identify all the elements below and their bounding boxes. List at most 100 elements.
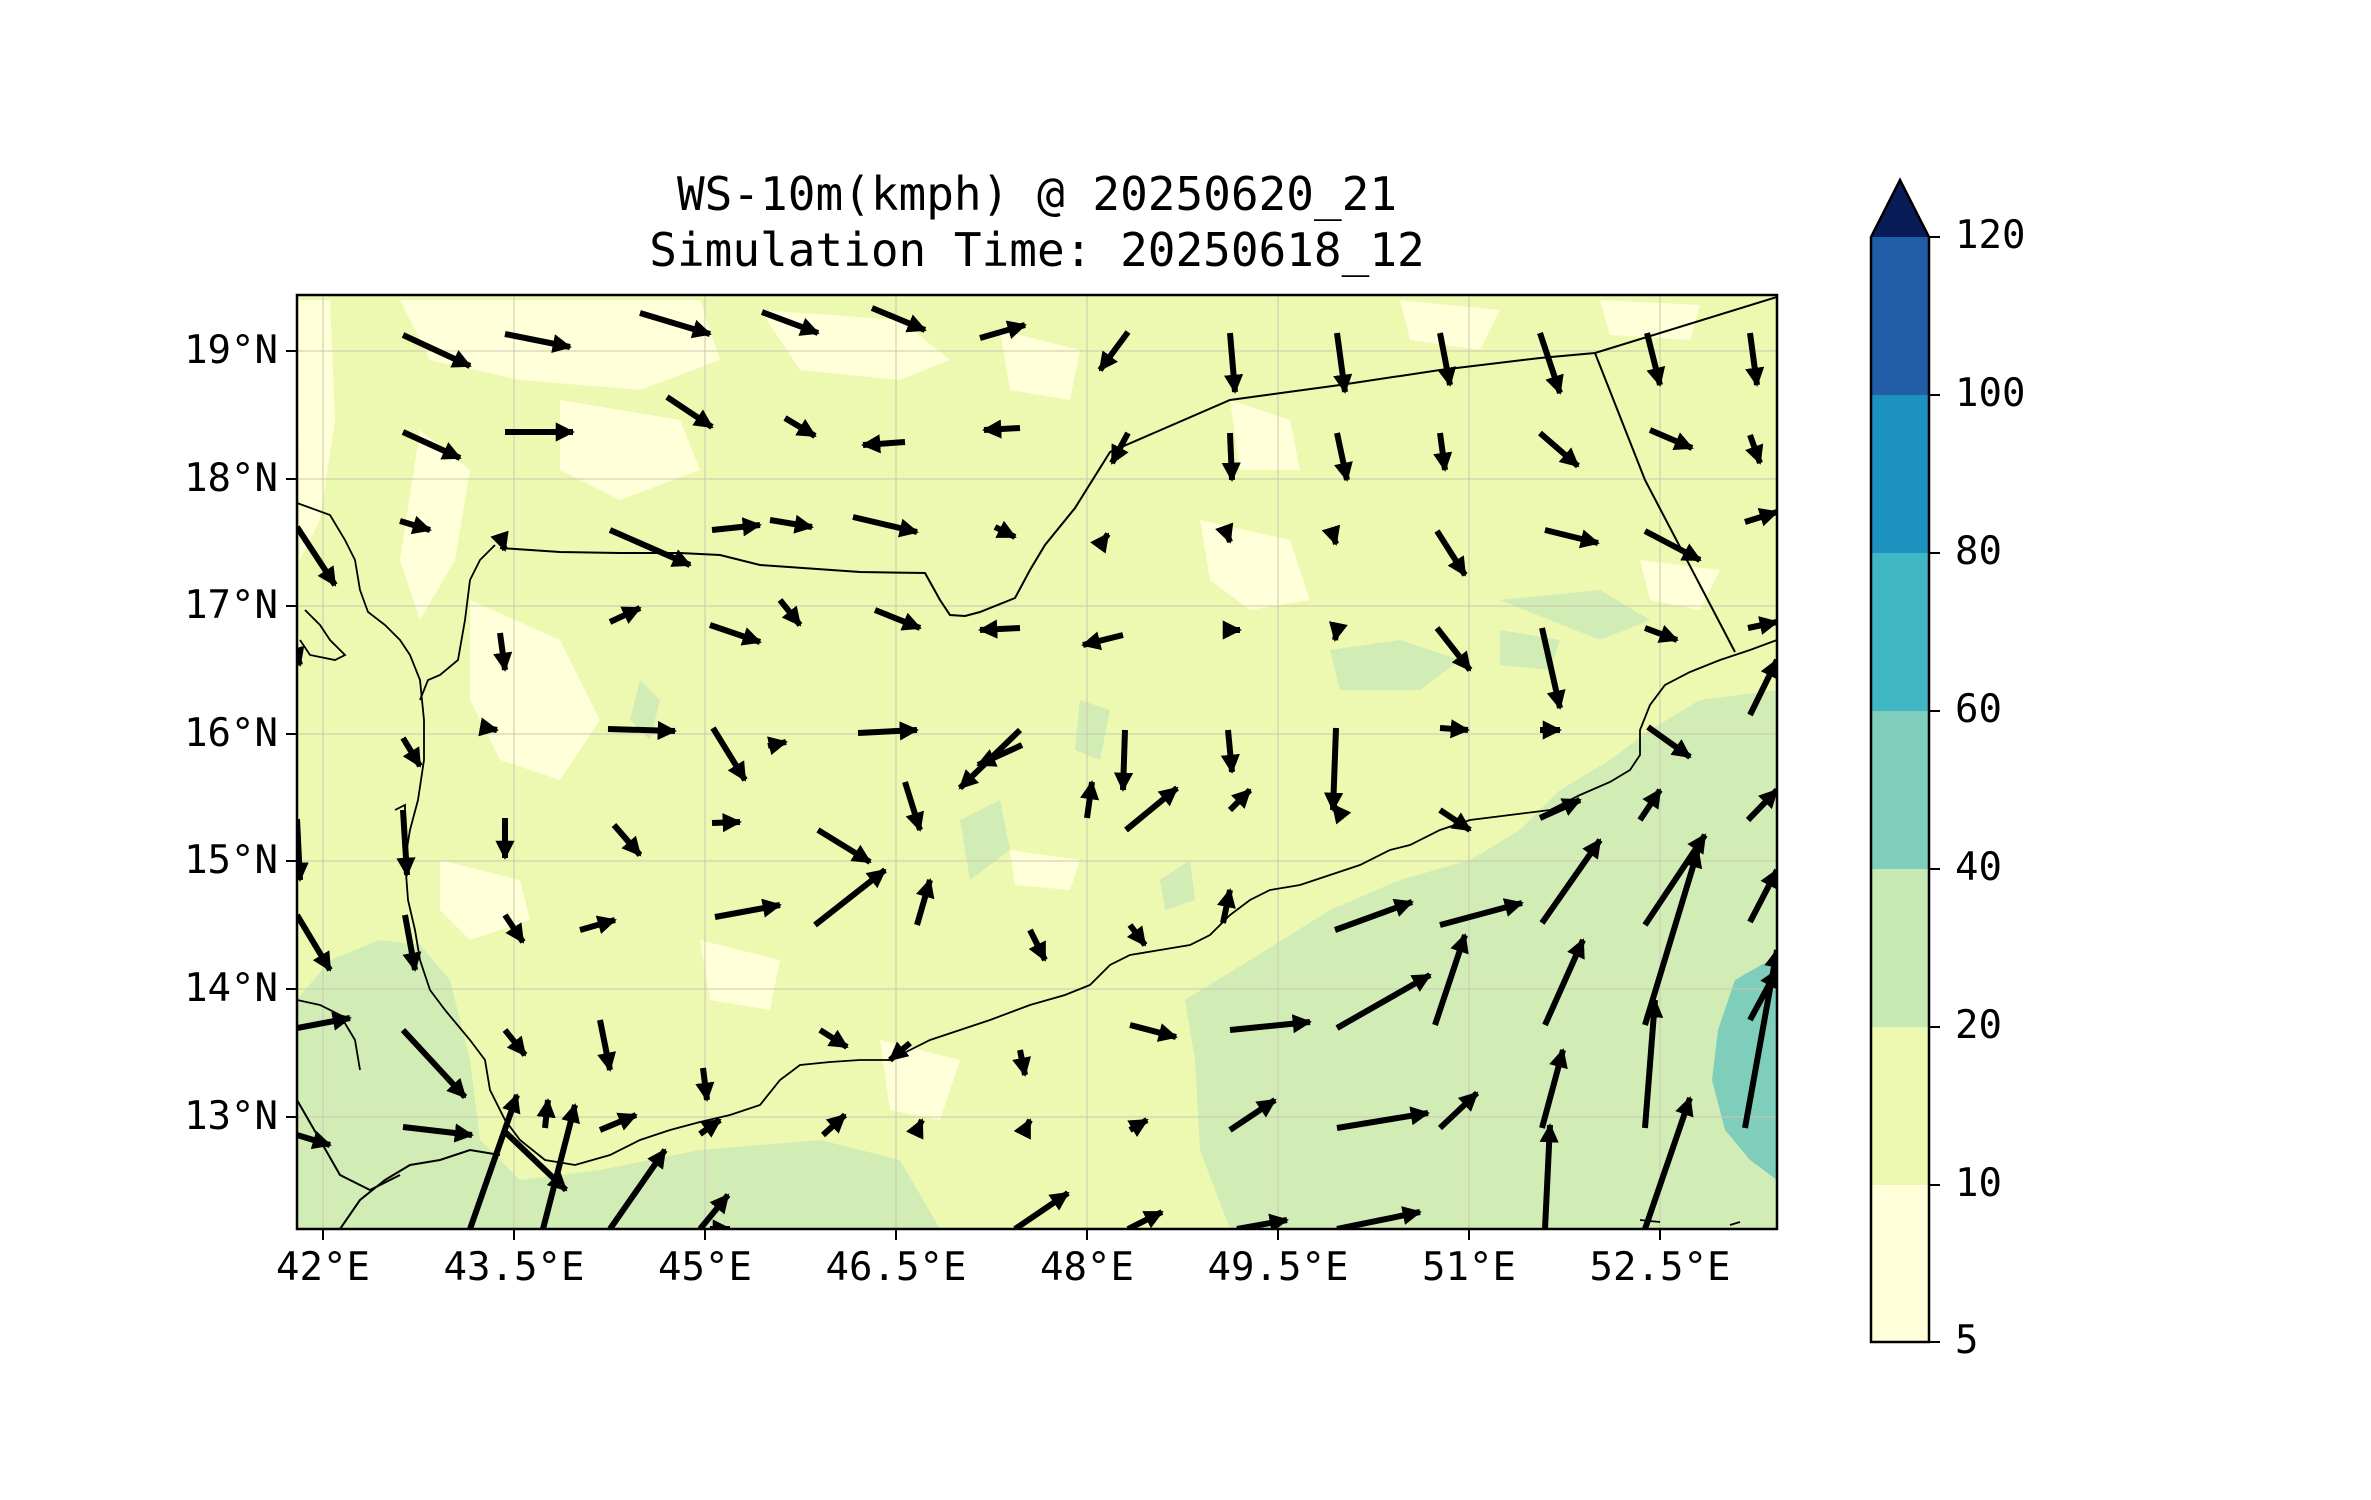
wind-vector-arrow [1236,1213,1289,1229]
wind-vector-arrow [857,721,919,741]
wind-contour-40-60 [1712,958,1777,1180]
wind-vector-arrow [1643,528,1702,563]
lon-tick-label: 52.5°E [1589,1245,1731,1290]
wind-vector-arrow [1228,1097,1277,1133]
colorbar-segment-20-40 [1871,869,1929,1027]
lon-tick-label: 49.5°E [1207,1245,1349,1290]
map-subtitle: Simulation Time: 20250618_12 [649,223,1425,277]
graticule [297,295,1777,1229]
wind-vector-arrow [698,1117,722,1138]
wind-vector-arrow [1328,621,1348,642]
lat-tick-label: 13°N [184,1094,278,1139]
wind-vector-arrow [478,717,499,737]
wind-vector-arrow [1335,972,1432,1031]
wind-vector-arrow [1747,658,1777,717]
wind-vector-arrow [1648,427,1694,451]
wind-vectors [297,305,1777,1229]
wind-vector-arrow [1538,797,1582,821]
wind-vector-arrow [1124,785,1179,833]
wind-vector-arrow [1643,624,1679,643]
wind-vector-arrow [902,781,925,832]
wind-vector-arrow [1336,1206,1422,1229]
colorbar-segment-60-80 [1871,553,1929,711]
lon-tick-label: 43.5°E [443,1245,585,1290]
colorbar-segment-100-120 [1871,237,1929,395]
lon-tick-label: 48°E [1040,1245,1134,1290]
wind-vector-arrow [1109,431,1131,465]
wind-vector-arrow [400,736,423,768]
coastlines [297,502,1777,1226]
wind-vector-arrow [1745,332,1765,387]
wind-vector-arrow [504,331,572,354]
wind-vector-arrow [1333,332,1353,394]
wind-vector-arrow [598,1112,638,1133]
wind-vector-arrow [607,1148,668,1229]
wind-vector-arrow [695,1067,715,1102]
wind-vector-arrow [1090,532,1111,554]
wind-vector-arrow [1220,729,1240,774]
wind-vector-arrow [1129,1022,1178,1042]
colorbar-tick-label: 40 [1955,845,2002,890]
lat-tick-label: 14°N [184,966,278,1011]
map-frame [295,293,1779,1231]
wind-vector-arrow [1217,888,1236,924]
wind-vector-arrow [1747,616,1777,635]
wind-vector-arrow [1437,1090,1480,1131]
map-tick-marks [286,350,1661,1240]
wind-vector-arrow [1215,522,1234,544]
wind-vector-arrow [608,527,692,568]
wind-vector-arrow [1127,1117,1149,1138]
wind-vector-arrow [402,1123,474,1143]
wind-vector-arrow [1126,923,1148,947]
wind-vector-arrow [816,827,872,865]
wind-vector-arrow [1013,1118,1033,1140]
wind-vector-arrow [399,515,432,535]
wind-vector-arrow [870,305,927,333]
wind-vector-arrow [608,605,642,625]
colorbar-tick-label: 60 [1955,687,2002,732]
wind-vector-arrow [579,915,617,934]
wind-vector-arrow [1538,430,1580,469]
wind-vector-arrow [711,813,742,833]
colorbar-outline [1869,177,1931,1344]
wind-vector-arrow [888,1040,912,1063]
wind-vector-arrow [1637,788,1663,822]
colorbar-tick-label: 80 [1955,529,2002,574]
wind-vector-arrow [597,1019,617,1072]
colorbar-tick-label: 120 [1955,213,2026,258]
wind-vector-arrow [1544,527,1600,549]
wind-vector-arrow [1027,928,1048,962]
colorbar-segment-40-60 [1871,711,1929,869]
wind-vector-arrow [1333,898,1414,933]
colorbar-tick-label: 10 [1955,1161,2002,1206]
wind-vector-arrow [914,878,935,926]
wind-vector-arrow [401,332,472,369]
wind-vector-arrow [852,514,919,538]
colorbar-extend-arrow [1871,180,1929,237]
wind-vector-arrow [1747,868,1777,924]
wind-vector-arrow [767,736,788,756]
wind-contour-20-40 [297,590,1777,1229]
wind-vector-arrow [502,1028,528,1057]
wind-vector-arrow [813,867,887,928]
wind-vector-arrow [297,913,333,972]
wind-vector-arrow [1439,898,1524,928]
wind-vector-arrow [396,809,416,877]
colorbar-tick-label: 100 [1955,371,2026,416]
wind-vector-arrow [611,823,643,857]
wind-vector-arrow [402,914,422,972]
wind-vector-arrow [1433,432,1453,472]
wind-vector-arrow [982,419,1021,439]
wind-vector-arrow [1097,330,1131,372]
wind-vector-arrow [1223,332,1244,394]
country-borders [297,296,1777,1229]
wind-vector-arrow [760,309,820,336]
wind-vector-arrow [1539,1048,1568,1129]
wind-vector-arrow [1229,1014,1312,1034]
lon-tick-label: 42°E [276,1245,370,1290]
wind-vector-arrow [697,1193,731,1229]
wind-vector-arrow [1642,998,1664,1129]
wind-vector-arrow [861,434,906,454]
wind-vector-arrow [607,720,677,741]
